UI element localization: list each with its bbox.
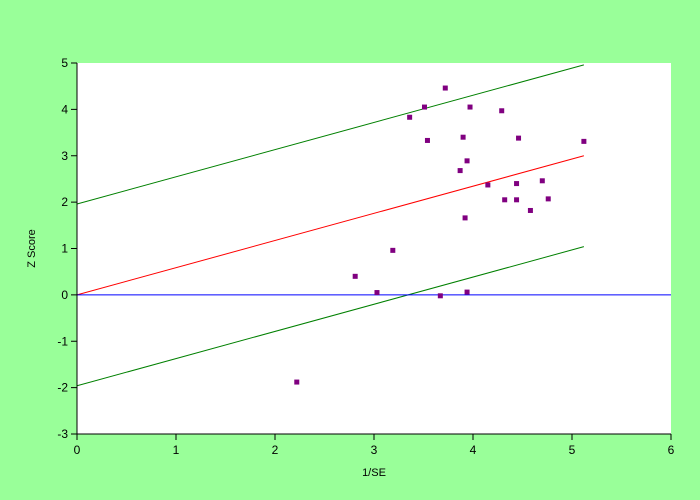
ticks-layer: 0 1 2 3 4 5 6 -3 -2 -1 0 1 2 3 4 5 bbox=[57, 56, 674, 457]
x-axis-title: 1/SE bbox=[362, 467, 386, 479]
data-point bbox=[460, 134, 466, 140]
data-point bbox=[294, 379, 300, 385]
data-point bbox=[437, 293, 443, 299]
plot-area bbox=[77, 63, 671, 434]
y-tick-label: -2 bbox=[57, 381, 68, 395]
data-point bbox=[464, 289, 470, 295]
data-point bbox=[485, 182, 491, 188]
y-tick-label: -3 bbox=[57, 427, 68, 441]
y-tick-label: 3 bbox=[61, 149, 68, 163]
lower-bound-line bbox=[76, 246, 585, 387]
x-tick-label: 0 bbox=[74, 443, 81, 457]
x-tick-label: 6 bbox=[668, 443, 675, 457]
y-tick-label: 2 bbox=[61, 195, 68, 209]
data-point bbox=[581, 138, 587, 144]
points-layer bbox=[294, 85, 587, 385]
y-axis-title: Z Score bbox=[26, 229, 38, 268]
data-point bbox=[390, 247, 396, 253]
data-point bbox=[499, 108, 505, 114]
data-point bbox=[502, 197, 508, 203]
data-point bbox=[424, 137, 430, 143]
y-tick-label: -1 bbox=[57, 334, 68, 348]
data-point bbox=[407, 114, 413, 120]
data-point bbox=[514, 181, 520, 187]
x-tick-label: 4 bbox=[470, 443, 477, 457]
lines-layer bbox=[76, 64, 671, 387]
data-point bbox=[457, 168, 463, 174]
data-point bbox=[467, 104, 473, 110]
x-tick-label: 2 bbox=[272, 443, 279, 457]
upper-bound-line bbox=[76, 64, 585, 205]
x-tick-label: 1 bbox=[173, 443, 180, 457]
data-point bbox=[374, 290, 380, 296]
data-point bbox=[539, 178, 545, 184]
data-point bbox=[352, 273, 358, 279]
y-tick-label: 1 bbox=[61, 242, 68, 256]
x-tick-label: 3 bbox=[371, 443, 378, 457]
data-point bbox=[464, 158, 470, 164]
x-tick-label: 5 bbox=[569, 443, 576, 457]
data-point bbox=[442, 85, 448, 91]
y-tick-label: 4 bbox=[61, 102, 68, 116]
y-tick-label: 0 bbox=[61, 288, 68, 302]
data-point bbox=[545, 196, 551, 202]
data-point bbox=[516, 135, 522, 141]
data-point bbox=[527, 207, 533, 213]
data-point bbox=[421, 104, 427, 110]
regression-line bbox=[76, 155, 585, 296]
y-tick-label: 5 bbox=[61, 56, 68, 70]
data-point bbox=[514, 197, 520, 203]
data-point bbox=[462, 215, 468, 221]
